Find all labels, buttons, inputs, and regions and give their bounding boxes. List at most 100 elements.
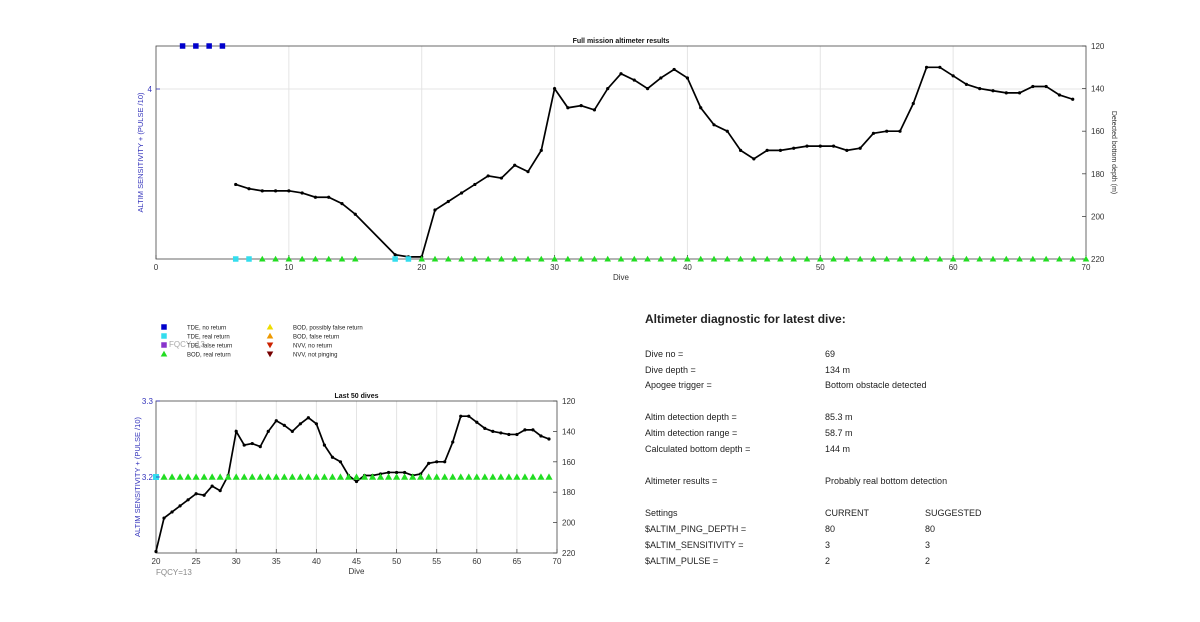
depth-point	[1004, 91, 1008, 95]
altimeter-marker	[936, 255, 944, 262]
altimeter-marker	[409, 473, 417, 480]
depth-point	[433, 208, 437, 212]
depth-point	[738, 148, 743, 152]
depth-point	[491, 429, 495, 433]
depth-point	[194, 492, 198, 496]
depth-point	[242, 443, 246, 447]
x-axis-label: Dive	[348, 567, 365, 576]
diagnostic-value: 134 m	[825, 365, 851, 375]
altimeter-marker	[224, 473, 232, 480]
altimeter-marker	[1042, 255, 1050, 262]
depth-point	[186, 498, 190, 502]
depth-point	[234, 182, 238, 187]
depth-point	[885, 129, 889, 133]
altimeter-marker	[670, 255, 678, 262]
right-y-tick-label: 180	[1091, 170, 1105, 179]
altimeter-marker	[484, 255, 492, 262]
x-tick-label: 45	[352, 557, 361, 566]
depth-point	[403, 470, 407, 475]
altimeter-marker	[401, 473, 409, 480]
depth-point	[330, 455, 335, 459]
diagnostic-label: Altim detection depth =	[645, 412, 737, 422]
depth-point	[765, 148, 769, 152]
altimeter-marker	[200, 473, 208, 480]
depth-point	[991, 89, 995, 93]
altimeter-marker	[537, 255, 545, 262]
depth-point	[778, 148, 783, 152]
legend-label: TDE, false return	[187, 344, 232, 350]
altimeter-marker	[830, 255, 837, 262]
setting-suggested-value: 3	[925, 540, 931, 550]
altimeter-marker	[458, 255, 465, 262]
x-tick-label: 50	[816, 263, 825, 272]
right-y-tick-label: 140	[562, 427, 576, 436]
left-y-tick-label: 3.2	[142, 473, 154, 482]
altimeter-marker	[1002, 255, 1010, 262]
depth-point	[831, 144, 836, 148]
altimeter-marker	[521, 473, 529, 480]
depth-point	[314, 422, 318, 426]
legend-label: BOD, possibly false return	[293, 326, 363, 332]
depth-point	[340, 202, 344, 206]
depth-point	[547, 437, 551, 441]
altimeter-marker	[176, 473, 184, 480]
altimeter-marker	[285, 255, 293, 262]
depth-series-line	[235, 66, 1073, 258]
altimeter-marker	[856, 255, 864, 262]
depth-point	[805, 144, 809, 148]
altimeter-marker	[497, 473, 505, 480]
depth-point	[273, 189, 278, 193]
depth-point	[725, 129, 729, 133]
legend-marker	[266, 332, 274, 339]
setting-current-value: 2	[825, 556, 831, 566]
altimeter-marker	[790, 255, 798, 262]
altimeter-marker	[256, 473, 264, 480]
x-tick-label: 10	[284, 263, 293, 272]
altimeter-marker	[816, 255, 824, 262]
altimeter-marker	[545, 473, 553, 480]
x-tick-label: 50	[392, 557, 401, 566]
fqcy-annotation: FQCY=13	[156, 568, 192, 577]
depth-point	[712, 123, 716, 127]
altimeter-marker	[564, 255, 572, 262]
depth-point	[499, 431, 503, 435]
altimeter-marker	[803, 255, 811, 262]
legend-marker	[161, 333, 167, 339]
depth-point	[911, 101, 915, 106]
x-tick-label: 30	[232, 557, 241, 566]
legend-label: TDE, no return	[187, 326, 226, 332]
right-y-tick-label: 220	[562, 549, 576, 558]
legend-label: NVV, not pinging	[293, 353, 337, 359]
right-y-tick-label: 120	[562, 397, 576, 406]
depth-point	[513, 163, 517, 167]
depth-point	[473, 182, 477, 187]
x-tick-label: 65	[512, 557, 521, 566]
depth-point	[566, 106, 570, 110]
altimeter-marker	[312, 255, 319, 262]
altimeter-marker	[208, 473, 216, 480]
altimeter-marker	[644, 255, 651, 262]
altimeter-marker	[328, 473, 337, 480]
altimeter-marker	[351, 255, 359, 262]
depth-point	[170, 510, 174, 514]
depth-point	[443, 460, 447, 464]
legend-marker	[266, 342, 274, 349]
x-tick-label: 0	[154, 263, 159, 272]
diagnostic-label: Apogee trigger =	[645, 380, 712, 390]
altimeter-marker	[710, 255, 718, 262]
right-y-axis-label: Detected bottom depth (m)	[1110, 111, 1117, 194]
altimeter-marker	[1029, 255, 1037, 262]
depth-point	[266, 429, 270, 433]
altimeter-marker	[465, 473, 473, 480]
depth-point	[475, 420, 479, 424]
x-tick-label: 70	[553, 557, 562, 566]
depth-point	[818, 144, 822, 148]
altimeter-marker	[471, 255, 479, 262]
altimeter-marker	[1069, 255, 1077, 262]
full-mission-chart: 0 10 20 30 40 50 60 70 120 140 160 180 200 220 Full mi…	[136, 38, 1117, 282]
depth-point	[258, 445, 262, 449]
altimeter-marker	[312, 473, 320, 480]
depth-point	[951, 74, 955, 78]
depth-point	[579, 104, 583, 108]
altimeter-marker	[1082, 255, 1090, 262]
